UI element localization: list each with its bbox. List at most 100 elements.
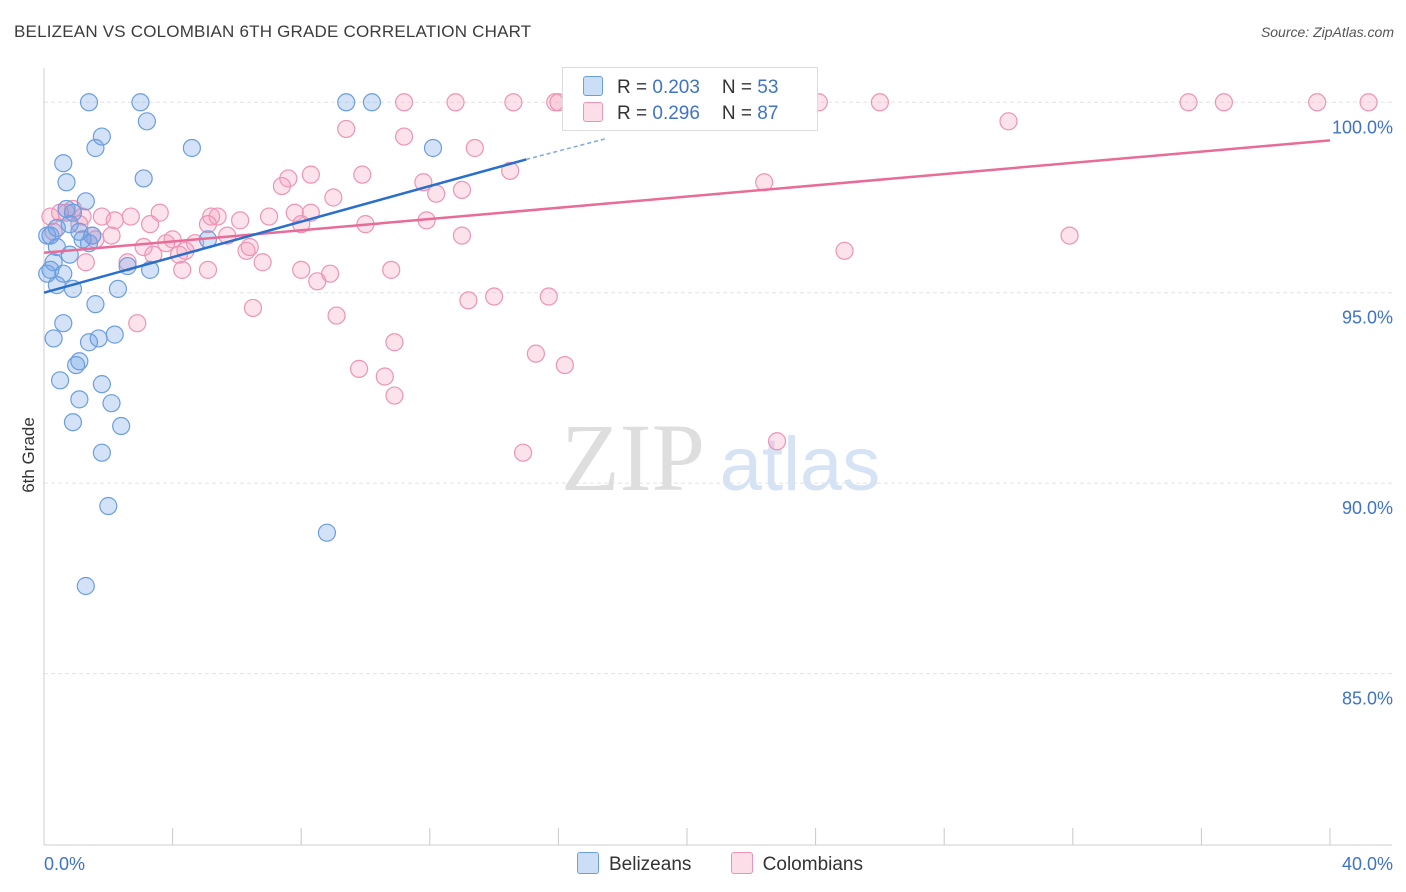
colombians-point <box>121 207 140 226</box>
belizeans-point <box>63 203 83 222</box>
belizeans-point <box>86 295 105 314</box>
colombians-point <box>427 184 446 203</box>
colombians-point <box>327 306 346 325</box>
y-axis-title: 6th Grade <box>19 417 38 493</box>
colombians-point <box>285 203 304 222</box>
colombians-point <box>76 253 95 272</box>
belizeans-point <box>76 192 95 211</box>
colombians-point <box>446 93 465 112</box>
trend-lines <box>43 137 1331 294</box>
colombians-point <box>539 287 558 306</box>
colombians-point <box>198 260 218 279</box>
y-tick-label: 85.0% <box>1342 689 1393 709</box>
belizeans-point <box>57 173 76 192</box>
belizeans-trend-extension <box>526 137 607 161</box>
colombians-point <box>1359 93 1378 112</box>
colombians-point <box>385 386 404 405</box>
x-tick-label: 40.0% <box>1342 854 1393 874</box>
colombians-point <box>459 291 478 310</box>
colombians-point <box>353 165 372 184</box>
belizeans-point <box>47 218 66 238</box>
legend-n-label: N = <box>721 103 758 124</box>
legend-r-label: R = <box>617 77 653 98</box>
colombians-point <box>394 127 414 146</box>
colombians-point <box>208 207 227 226</box>
tick-labels: 85.0% 90.0% 95.0% 100.0% 0.0% 40.0% <box>44 117 1393 874</box>
colombians-point <box>272 176 292 196</box>
belizeans-point <box>79 93 99 112</box>
colombians-point <box>173 260 192 279</box>
legend-row-belizeans: R = 0.203 N = 53 <box>583 76 778 100</box>
bottom-legend-belizeans[interactable]: Belizeans <box>577 852 691 876</box>
belizeans-point <box>317 523 337 542</box>
legend-n-value: 53 <box>757 77 779 98</box>
colombians-point <box>349 359 369 378</box>
bottom-legend-label: Colombians <box>762 854 863 875</box>
colombians-point <box>526 344 545 363</box>
bottom-legend-swatch-colombians <box>730 852 753 874</box>
colombians-point <box>501 161 520 180</box>
belizeans-point <box>92 127 111 146</box>
colombians-point <box>70 215 89 234</box>
belizeans-point <box>112 416 131 436</box>
belizeans-trend-line <box>43 158 527 294</box>
watermark: ZIP atlas <box>561 404 880 511</box>
colombians-point <box>140 215 160 234</box>
belizeans-point <box>67 355 86 375</box>
colombians-point <box>231 211 250 230</box>
colombians-points <box>41 93 1378 462</box>
belizeans-point <box>44 329 63 348</box>
belizeans-point <box>38 226 57 245</box>
bottom-legend-colombians[interactable]: Colombians <box>730 852 863 876</box>
colombians-point <box>102 226 121 245</box>
colombians-point <box>321 264 340 283</box>
colombians-point <box>1060 226 1079 245</box>
colombians-point <box>382 260 401 279</box>
colombians-point <box>240 237 259 257</box>
grid-lines <box>44 101 1392 675</box>
belizeans-point <box>79 333 99 352</box>
colombians-point <box>1179 93 1198 112</box>
colombians-point <box>452 226 472 245</box>
colombians-point <box>870 93 890 112</box>
y-tick-label: 100.0% <box>1332 117 1393 137</box>
colombians-point <box>259 207 279 226</box>
bottom-legend-label: Belizeans <box>609 854 692 875</box>
legend-n-label: N = <box>721 77 758 98</box>
belizeans-point <box>99 496 118 516</box>
legend-row-colombians: R = 0.296 N = 87 <box>583 102 778 126</box>
y-tick-label: 95.0% <box>1342 308 1393 328</box>
belizeans-point <box>102 394 121 413</box>
colombians-point <box>555 355 574 375</box>
colombians-point <box>243 298 263 318</box>
belizeans-point <box>70 390 89 409</box>
colombians-point <box>485 287 504 306</box>
belizeans-point <box>423 138 443 158</box>
axes <box>43 68 1392 846</box>
colombians-point <box>105 211 124 230</box>
bottom-legend: Belizeans Colombians <box>577 852 897 876</box>
chart-source: Source: ZipAtlas.com <box>1260 24 1394 40</box>
legend-n-value: 87 <box>757 103 779 124</box>
colombians-point <box>465 138 484 158</box>
belizeans-point <box>92 443 111 462</box>
belizeans-point <box>182 138 201 158</box>
y-tick-label: 90.0% <box>1342 498 1393 518</box>
belizeans-point <box>63 413 83 432</box>
belizeans-point <box>108 279 128 299</box>
colombians-point <box>41 207 60 226</box>
legend-box: R = 0.203 N = 53 R = 0.296 N = 87 <box>562 67 818 131</box>
chart-title: BELIZEAN VS COLOMBIAN 6TH GRADE CORRELAT… <box>14 22 532 41</box>
belizeans-point <box>54 314 73 333</box>
belizeans-point <box>54 154 73 173</box>
bottom-legend-swatch-belizeans <box>577 852 599 874</box>
colombians-point <box>504 93 523 112</box>
colombians-point <box>1214 93 1234 112</box>
belizeans-point <box>60 245 79 264</box>
colombians-point <box>279 169 298 188</box>
belizeans-point <box>105 325 124 344</box>
colombians-point <box>999 112 1018 131</box>
belizeans-points <box>38 93 443 596</box>
colombians-point <box>385 333 404 352</box>
